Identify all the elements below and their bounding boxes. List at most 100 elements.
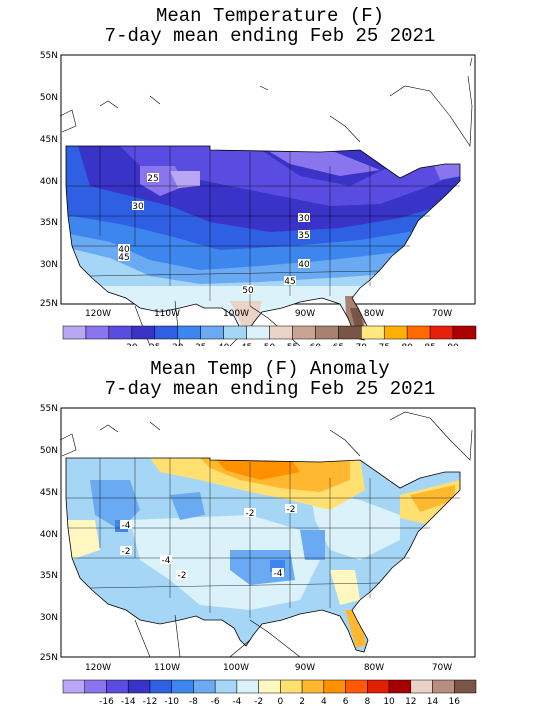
lon-label: 110W <box>154 309 180 319</box>
lon-label: 110W <box>154 663 180 673</box>
lon-label: 120W <box>85 309 111 319</box>
colorbar-label: -12 <box>143 697 158 705</box>
colorbar-swatch <box>62 679 85 694</box>
contour-label: -4 <box>162 556 171 566</box>
colorbar-label: 55 <box>287 343 298 346</box>
lat-label: 50N <box>40 93 58 103</box>
map1-lat-labels: 55N 50N 45N 40N 35N 30N 25N <box>40 51 58 309</box>
colorbar-swatch <box>345 679 368 694</box>
map2-contour-labels: -4 -2 -4 -2 -4 -2 -2 <box>120 504 297 581</box>
colorbar-label: 40 <box>218 343 230 346</box>
lat-label: 30N <box>40 613 58 623</box>
colorbar-swatch <box>193 679 216 694</box>
colorbar-label: -6 <box>211 697 220 705</box>
lat-label: 45N <box>40 488 58 498</box>
lat-label: 25N <box>40 653 58 663</box>
contour-label: 50 <box>242 286 254 296</box>
colorbar-swatch <box>62 325 87 340</box>
colorbar-label: 16 <box>449 697 461 705</box>
lat-label: 50N <box>40 446 58 456</box>
map1-contour-labels: 25 30 30 35 40 40 45 45 50 <box>118 173 310 296</box>
contour-label: -2 <box>246 509 255 519</box>
colorbar-swatch <box>388 679 412 694</box>
colorbar-label: 12 <box>405 697 416 705</box>
colorbar-swatch <box>214 679 238 694</box>
lon-label: 70W <box>432 663 452 673</box>
lon-label: 70W <box>432 309 452 319</box>
lat-label: 55N <box>40 404 58 414</box>
colorbar-label: 85 <box>424 343 435 346</box>
map1-title-line2: 7-day mean ending Feb 25 2021 <box>104 25 436 47</box>
colorbar-swatch <box>452 325 477 340</box>
contour-label: -2 <box>122 547 131 557</box>
colorbar-swatch <box>149 679 172 694</box>
lat-label: 40N <box>40 177 58 187</box>
lon-label: 90W <box>295 663 315 673</box>
colorbar-swatch <box>315 325 339 340</box>
colorbar-swatch <box>269 325 293 340</box>
colorbar-swatch <box>131 325 156 340</box>
map2-title-line2: 7-day mean ending Feb 25 2021 <box>104 378 436 400</box>
colorbar-swatch <box>432 679 455 694</box>
colorbar-label: 6 <box>343 697 349 705</box>
contour-label: 40 <box>118 245 130 255</box>
colorbar-swatch <box>323 679 346 694</box>
contour-label: -2 <box>287 505 296 515</box>
map1-panel: 25 30 30 35 40 40 45 45 50 55N 50N 45N 4… <box>0 46 540 346</box>
colorbar-label: 4 <box>321 697 327 705</box>
colorbar-swatch <box>223 325 247 340</box>
colorbar-swatch <box>301 679 325 694</box>
lon-label: 100W <box>223 663 249 673</box>
contour-label: 30 <box>298 214 310 224</box>
map2-lat-labels: 55N 50N 45N 40N 35N 30N 25N <box>40 404 58 663</box>
lat-label: 35N <box>40 571 58 581</box>
colorbar-swatch <box>177 325 201 340</box>
map1-svg: 25 30 30 35 40 40 45 45 50 55N 50N 45N 4… <box>40 51 477 346</box>
lat-label: 25N <box>40 299 58 309</box>
colorbar-swatch <box>236 679 259 694</box>
contour-label: 45 <box>284 277 295 287</box>
colorbar-label: 30 <box>172 343 184 346</box>
colorbar-label: -16 <box>99 697 114 705</box>
lat-label: 35N <box>40 218 58 228</box>
map2-colorbar: -16 -14 -12 -10 -8 -6 -4 -2 0 2 4 6 8 10 12 14 16 <box>62 679 477 705</box>
lat-label: 55N <box>40 51 58 61</box>
colorbar-swatch <box>292 325 316 340</box>
colorbar-label: 75 <box>378 343 389 346</box>
lat-label: 45N <box>40 135 58 145</box>
colorbar-label: 20 <box>126 343 138 346</box>
colorbar-swatch <box>280 679 303 694</box>
colorbar-swatch <box>454 679 477 694</box>
contour-label: 30 <box>132 202 144 212</box>
lat-label: 30N <box>40 260 58 270</box>
lon-label: 120W <box>85 663 111 673</box>
contour-label: -4 <box>122 521 131 531</box>
colorbar-label: -4 <box>232 697 241 705</box>
colorbar-swatch <box>154 325 178 340</box>
lon-label: 80W <box>364 309 384 319</box>
colorbar-swatch <box>108 325 133 340</box>
map2-us-outline <box>65 457 461 653</box>
colorbar-label: 10 <box>383 697 395 705</box>
colorbar-label: -10 <box>164 697 179 705</box>
colorbar-label: 65 <box>333 343 344 346</box>
colorbar-swatch <box>85 325 110 340</box>
contour-label: 40 <box>298 260 310 270</box>
lon-label: 90W <box>295 309 315 319</box>
colorbar-swatch <box>84 679 107 694</box>
map2-panel: -4 -2 -4 -2 -4 -2 -2 55N 50N 45N 40N 35N… <box>0 400 540 705</box>
map2-lon-labels: 120W 110W 100W 90W 80W 70W <box>85 663 452 673</box>
map1-title-line1: Mean Temperature (F) <box>155 5 385 27</box>
map1-colorbar: 20 25 30 35 40 45 50 55 60 65 70 75 80 85 90 <box>62 325 477 346</box>
colorbar-swatch <box>171 679 194 694</box>
contour-label: 45 <box>118 253 129 263</box>
colorbar-swatch <box>246 325 270 340</box>
lon-label: 100W <box>223 309 249 319</box>
map2-title-line1: Mean Temp (F) Anomaly <box>150 358 390 380</box>
lat-label: 40N <box>40 530 58 540</box>
map1-lon-labels: 120W 110W 100W 90W 80W 70W <box>85 309 452 319</box>
colorbar-label: 70 <box>356 343 368 346</box>
map1-state-lines <box>66 146 460 306</box>
map2-svg: -4 -2 -4 -2 -4 -2 -2 55N 50N 45N 40N 35N… <box>40 404 477 705</box>
colorbar-swatch <box>383 325 408 340</box>
